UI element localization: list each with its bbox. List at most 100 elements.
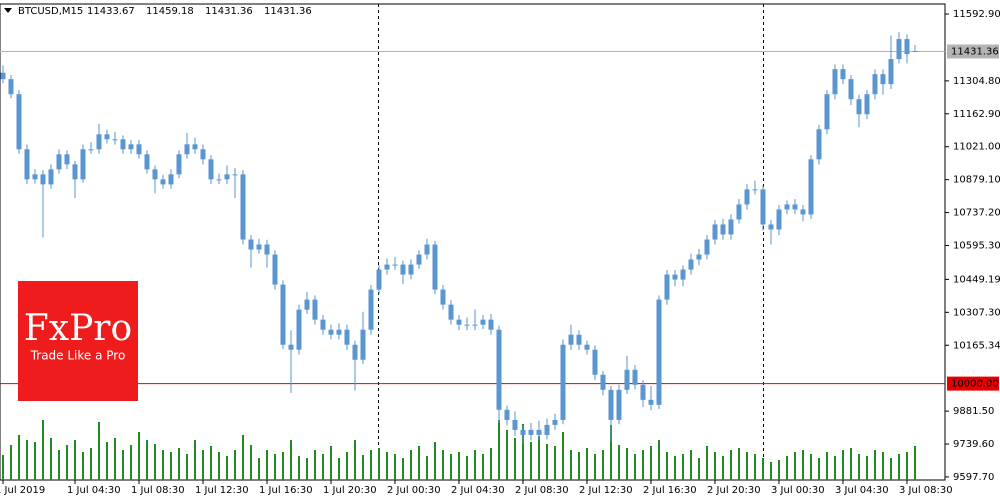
y-tick-label: 10879.10 [953,175,1000,186]
candle-body [400,264,406,275]
y-tick-label: 10307.30 [953,307,1000,318]
candle-body [328,329,334,335]
x-tick-label: 2 Jul 20:30 [707,485,761,496]
y-tick-label: 11021.00 [953,142,1000,153]
candle-body [792,204,798,210]
candle-body [168,174,174,185]
candle-body [504,409,510,420]
candle-body [472,324,478,326]
candle-body [536,429,542,435]
candle-body [72,164,78,180]
candle-body [600,374,606,390]
candle-body [680,269,686,280]
candle-body [784,204,790,210]
candle-body [816,129,822,160]
candle-body [912,50,918,52]
candle-body [752,189,758,191]
candle-body [808,159,814,215]
candle-body [528,429,534,435]
candle-body [656,299,662,405]
candle-body [64,154,70,165]
candle-body [848,79,854,100]
candle-body [904,39,910,55]
logo: FxPro Trade Like a Pro [18,281,138,401]
candle-body [240,174,246,240]
candle-body [88,149,94,151]
candle-body [152,169,158,180]
menu-arrow[interactable] [4,8,12,13]
candles-layer [0,32,918,444]
x-tick-label: 3 Jul 00:30 [771,485,825,496]
candle-body [760,189,766,225]
x-tick-label: 2 Jul 00:30 [387,485,441,496]
plot-frame [0,3,946,481]
price-label-box [947,44,999,59]
y-tick-label: 11592.90 [953,9,1000,20]
volume-layer [2,420,916,480]
candle-body [512,419,518,430]
candle-body [24,149,30,180]
candle-body [624,369,630,390]
candle-body [864,94,870,115]
logo-name: FxPro [24,308,132,349]
candle-body [872,74,878,95]
candle-body [496,329,502,410]
symbol: BTCUSD,M15 [18,6,83,17]
header-close: 11431.36 [264,6,312,17]
candle-body [664,274,670,300]
candle-body [312,299,318,320]
candle-body [648,399,654,405]
candle-body [120,139,126,150]
x-tick-label: 2 Jul 08:30 [515,485,569,496]
candle-body [96,134,102,150]
candle-body [696,254,702,260]
candle-body [416,254,422,265]
candle-body [104,134,110,140]
logo-tagline: Trade Like a Pro [30,349,126,363]
candle-body [320,319,326,330]
price-label: 11431.36 [951,47,999,58]
y-tick-label: 9597.70 [953,472,994,483]
candle-body [688,259,694,270]
candle-body [208,159,214,180]
x-tick-label: 1 Jul 16:30 [259,485,313,496]
y-tick-label: 9881.50 [953,406,994,417]
candle-body [576,334,582,345]
candle-body [448,304,454,320]
candle-body [296,309,302,350]
candle-body [608,389,614,420]
x-tick-label: 1 Jul 04:30 [67,485,121,496]
price-label: 10000.00 [951,379,999,390]
candle-body [368,289,374,330]
candle-body [384,264,390,270]
candle-body [216,179,222,181]
x-tick-label: 3 Jul 04:30 [835,485,889,496]
lines-layer [0,51,945,385]
candle-body [456,319,462,325]
candle-body [336,329,342,335]
candle-body [160,179,166,185]
candle-body [272,254,278,285]
candle-body [304,299,310,310]
candle-body [392,264,398,266]
candle-body [568,334,574,345]
candle-body [520,429,526,435]
candle-body [888,59,894,85]
candle-body [80,149,86,180]
candle-body [640,384,646,400]
y-tick-label: 10595.30 [953,240,1000,251]
candle-body [136,144,142,155]
candle-body [840,69,846,80]
price-label-box [947,376,999,391]
candle-body [880,74,886,85]
candle-body [56,154,62,170]
candle-body [16,94,22,150]
candle-body [672,274,678,280]
logo-box [18,281,138,401]
candle-body [248,239,254,250]
x-tick-label: 2 Jul 16:30 [643,485,697,496]
candle-body [824,94,830,130]
candle-body [776,209,782,230]
candle-body [728,219,734,235]
candle-body [480,319,486,325]
